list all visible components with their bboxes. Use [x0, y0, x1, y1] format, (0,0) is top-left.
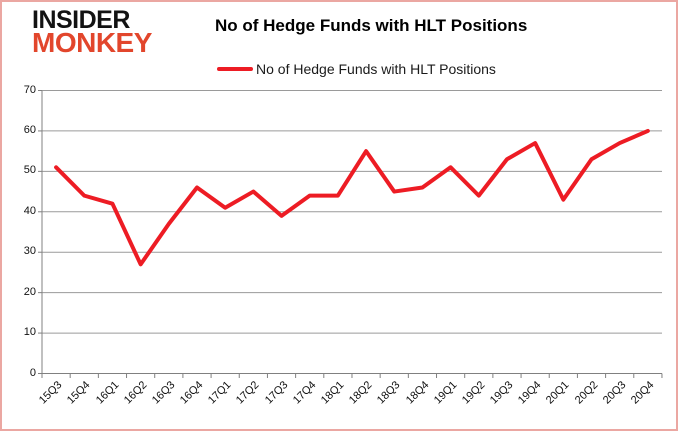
- y-axis-tick-label: 50: [23, 164, 36, 177]
- y-axis-tick-label: 40: [23, 204, 36, 217]
- legend-label: No of Hedge Funds with HLT Positions: [256, 61, 496, 77]
- insider-monkey-logo: INSIDER MONKEY: [32, 6, 152, 58]
- y-axis-tick-label: 10: [23, 326, 36, 339]
- y-axis-tick-label: 0: [29, 366, 36, 379]
- series-line-hedge-funds: [54, 128, 650, 267]
- y-axis-tick-label: 20: [23, 285, 36, 298]
- logo-line-monkey: MONKEY: [32, 27, 152, 58]
- legend-line-swatch: [217, 67, 253, 71]
- y-axis-tick-label: 30: [23, 245, 36, 258]
- chart-legend: No of Hedge Funds with HLT Positions: [217, 61, 496, 77]
- logo-line-insider: INSIDER: [32, 6, 130, 34]
- y-axis-tick-label: 70: [23, 83, 36, 96]
- plot-area: [38, 90, 663, 378]
- y-axis-tick-label: 60: [23, 123, 36, 136]
- chart-title: No of Hedge Funds with HLT Positions: [215, 16, 528, 35]
